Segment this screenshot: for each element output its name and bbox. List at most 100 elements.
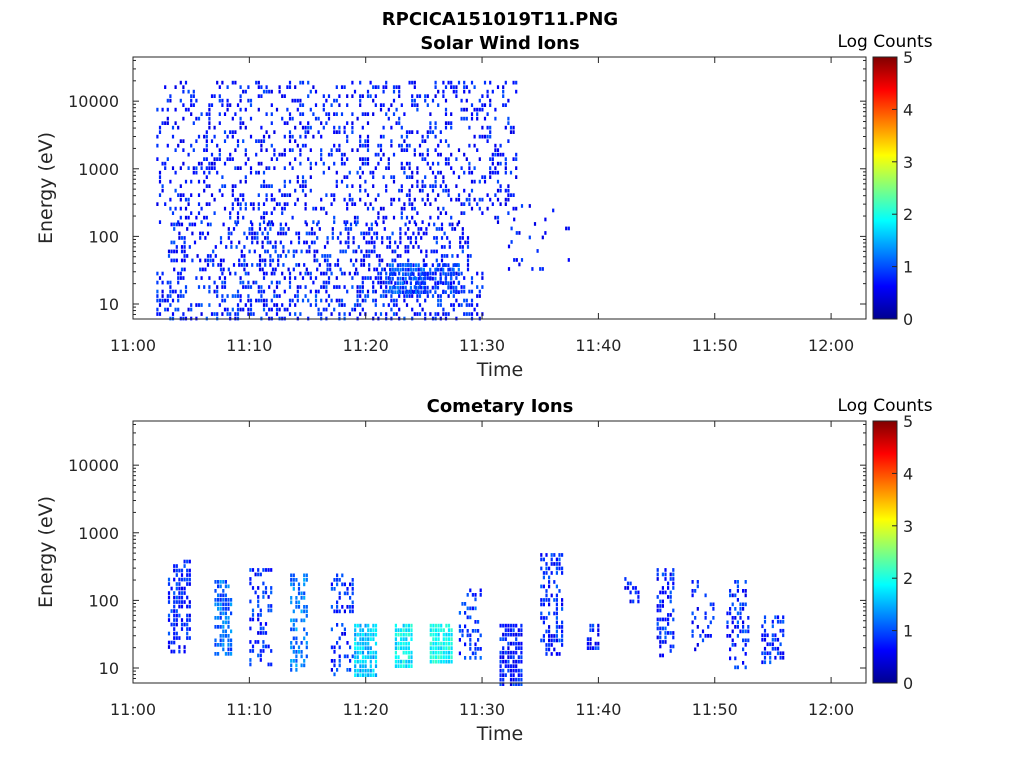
heatmap-cell xyxy=(407,628,410,632)
heatmap-cell xyxy=(219,258,223,263)
heatmap-cell xyxy=(739,607,742,611)
heatmap-cell xyxy=(297,600,301,605)
heatmap-cell xyxy=(439,152,442,157)
heatmap-cell xyxy=(512,650,515,655)
heatmap-cell xyxy=(173,613,176,618)
heatmap-cell xyxy=(262,289,266,294)
heatmap-cell xyxy=(227,236,230,240)
heatmap-cell xyxy=(392,215,396,220)
heatmap-cell xyxy=(257,94,260,98)
heatmap-cell xyxy=(320,197,323,202)
heatmap-cell xyxy=(164,202,167,206)
heatmap-cell xyxy=(275,307,279,312)
heatmap-cell xyxy=(413,152,416,157)
heatmap-cell xyxy=(421,188,424,193)
heatmap-cell xyxy=(275,157,279,161)
heatmap-cell xyxy=(761,624,764,629)
heatmap-cell xyxy=(322,161,325,166)
heatmap-cell xyxy=(167,591,171,595)
heatmap-cell xyxy=(396,267,399,272)
heatmap-cell xyxy=(314,206,318,211)
heatmap-cell xyxy=(366,139,370,143)
heatmap-cell xyxy=(442,263,445,267)
heatmap-cell xyxy=(327,116,331,121)
heatmap-cell xyxy=(729,647,732,652)
heatmap-cell xyxy=(292,573,295,578)
heatmap-cell xyxy=(182,148,185,152)
heatmap-cell xyxy=(333,659,336,663)
heatmap-cell xyxy=(244,179,247,184)
heatmap-cell xyxy=(269,254,272,258)
heatmap-cell xyxy=(171,289,175,294)
heatmap-cell xyxy=(394,249,397,254)
heatmap-cell xyxy=(465,298,468,303)
heatmap-cell xyxy=(226,294,229,298)
heatmap-cell xyxy=(424,298,427,303)
heatmap-cell xyxy=(555,607,558,611)
heatmap-cell xyxy=(325,193,328,197)
heatmap-cell xyxy=(167,640,171,645)
heatmap-cell xyxy=(709,602,712,607)
heatmap-cell xyxy=(283,166,286,170)
heatmap-cell xyxy=(389,276,392,281)
heatmap-cell xyxy=(469,633,472,638)
heatmap-cell xyxy=(262,89,266,94)
heatmap-cell xyxy=(330,271,333,276)
heatmap-cell xyxy=(496,85,500,89)
heatmap-cell xyxy=(330,312,333,316)
heatmap-cell xyxy=(481,125,484,130)
heatmap-cell xyxy=(426,103,429,107)
heatmap-cell xyxy=(744,580,747,584)
heatmap-cell xyxy=(426,285,429,290)
heatmap-cell xyxy=(555,634,558,638)
heatmap-cell xyxy=(518,262,521,267)
heatmap-cell xyxy=(392,175,396,179)
heatmap-cell xyxy=(782,651,785,656)
heatmap-cell xyxy=(437,294,440,298)
heatmap-cell xyxy=(349,605,352,609)
heatmap-cell xyxy=(338,125,341,130)
heatmap-cell xyxy=(179,206,182,211)
heatmap-cell xyxy=(184,215,188,220)
heatmap-cell xyxy=(504,157,507,161)
heatmap-cell xyxy=(187,307,190,312)
heatmap-cell xyxy=(257,613,260,617)
heatmap-cell xyxy=(193,240,197,245)
heatmap-cell xyxy=(763,633,767,638)
heatmap-cell xyxy=(297,587,301,591)
heatmap-cell xyxy=(370,227,373,231)
heatmap-cell xyxy=(667,581,670,586)
heatmap-cell xyxy=(186,613,189,618)
heatmap-cell xyxy=(294,125,297,130)
heatmap-cell xyxy=(398,289,401,294)
heatmap-cell xyxy=(361,628,365,632)
heatmap-cell xyxy=(442,646,445,650)
heatmap-cell xyxy=(182,139,185,143)
heatmap-cell xyxy=(445,623,448,628)
heatmap-cell xyxy=(434,641,438,646)
heatmap-cell xyxy=(496,152,500,157)
heatmap-cell xyxy=(450,303,453,307)
heatmap-cell xyxy=(431,263,434,267)
heatmap-cell xyxy=(167,582,171,586)
heatmap-cell xyxy=(416,170,419,175)
heatmap-cell xyxy=(437,623,440,628)
heatmap-cell xyxy=(270,604,273,608)
heatmap-cell xyxy=(249,312,253,316)
heatmap-cell xyxy=(261,240,264,245)
heatmap-cell xyxy=(242,285,245,289)
heatmap-cell xyxy=(512,664,515,668)
heatmap-cell xyxy=(450,80,453,85)
heatmap-cell xyxy=(429,650,432,655)
heatmap-cell xyxy=(400,184,403,188)
heatmap-cell xyxy=(410,632,413,637)
heatmap-cell xyxy=(460,166,463,170)
heatmap-cell xyxy=(391,267,394,272)
heatmap-cell xyxy=(379,294,383,298)
heatmap-cell xyxy=(219,593,222,598)
heatmap-cell xyxy=(423,272,427,276)
heatmap-cell xyxy=(362,263,366,267)
heatmap-cell xyxy=(226,157,229,161)
heatmap-cell xyxy=(303,573,306,578)
heatmap-cell xyxy=(736,589,739,593)
